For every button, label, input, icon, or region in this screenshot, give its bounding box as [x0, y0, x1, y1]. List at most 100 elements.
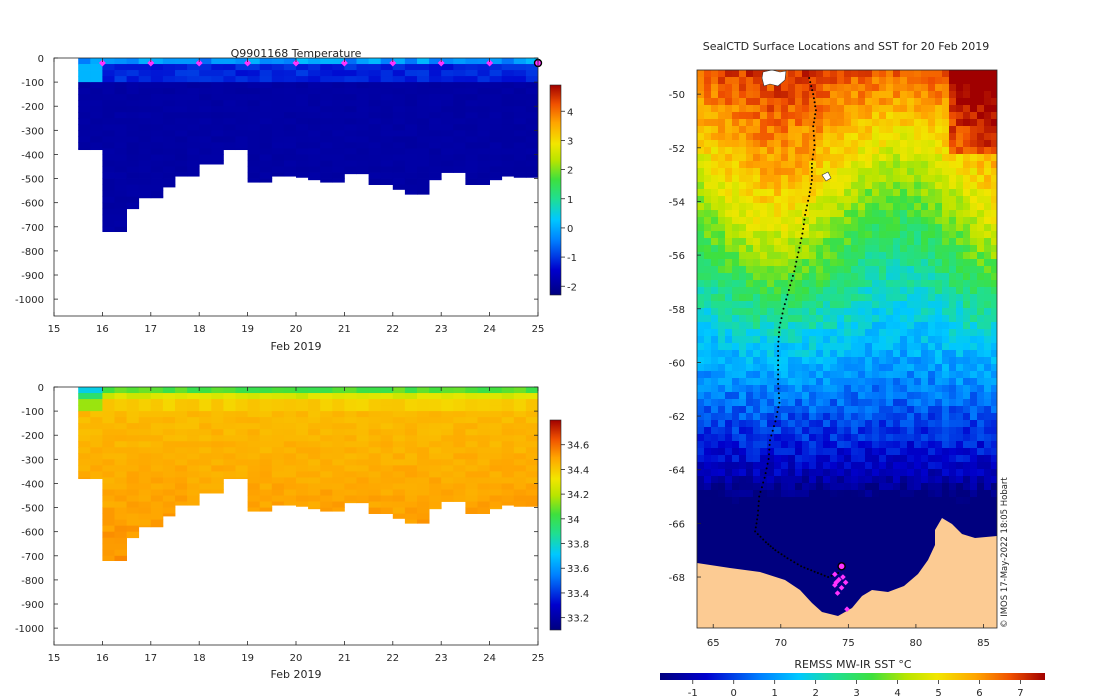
sst-cell — [788, 490, 796, 498]
profile-cell — [150, 429, 164, 436]
profile-cell — [175, 483, 188, 490]
profile-cell — [513, 154, 527, 161]
sst-cell — [844, 504, 852, 512]
profile-cell — [223, 136, 236, 143]
sst-cell — [816, 392, 824, 400]
profile-cell — [562, 411, 575, 417]
profile-cell — [417, 471, 430, 478]
sst-cell — [767, 483, 775, 491]
sst-cell — [956, 497, 964, 505]
profile-cell — [574, 417, 587, 423]
profile-cell — [126, 118, 140, 125]
sst-cell — [760, 455, 768, 463]
profile-cell — [429, 160, 442, 167]
sst-cell — [781, 462, 789, 470]
profile-cell — [404, 417, 418, 424]
sst-cell — [823, 343, 831, 351]
profile-cell — [332, 142, 345, 149]
sst-cell — [984, 476, 992, 484]
profile-cell — [283, 82, 297, 89]
profile-cell — [599, 70, 612, 76]
sst-cell — [893, 357, 901, 365]
profile-cell — [332, 483, 345, 490]
sst-cell — [977, 133, 985, 141]
sst-cell — [739, 161, 747, 169]
profile-cell — [513, 142, 527, 149]
sst-cell — [886, 175, 894, 183]
sst-cell — [956, 329, 964, 337]
sst-cell — [802, 119, 810, 127]
profile-cell — [611, 58, 624, 64]
sst-cell — [809, 189, 817, 197]
profile-cell — [211, 471, 224, 478]
sst-cell — [907, 371, 915, 379]
profile-cell — [525, 142, 538, 149]
sst-cell — [865, 252, 873, 260]
profile-cell — [114, 148, 127, 155]
sst-cell — [991, 399, 997, 407]
profile-cell — [356, 453, 369, 460]
sst-cell — [858, 161, 866, 169]
sst-cell — [886, 231, 894, 239]
sst-cell — [760, 182, 768, 190]
profile-cell — [453, 100, 466, 107]
profile-cell — [574, 411, 587, 417]
profile-cell — [671, 447, 684, 453]
sst-cell — [921, 210, 929, 218]
profile-cell — [550, 387, 563, 393]
sst-cell — [928, 427, 936, 435]
sst-cell — [991, 105, 997, 113]
profile-cell — [623, 441, 636, 447]
sst-cell — [970, 105, 978, 113]
profile-cell — [586, 399, 599, 405]
sst-cell — [886, 259, 894, 267]
sst-cell — [711, 483, 719, 491]
profile-cell — [126, 417, 140, 424]
sst-cell — [907, 462, 915, 470]
sst-cell — [711, 196, 719, 204]
sst-cell — [921, 315, 929, 323]
profile-cell — [162, 465, 176, 472]
sst-cell — [816, 385, 824, 393]
sst-cell — [739, 427, 747, 435]
profile-cell — [320, 483, 333, 490]
profile-cell — [368, 160, 382, 167]
profile-cell — [283, 441, 297, 448]
sst-cell — [893, 105, 901, 113]
profile-cell — [453, 495, 466, 502]
sst-cell — [984, 266, 992, 274]
sst-cell — [879, 350, 887, 358]
sst-cell — [746, 497, 754, 505]
sst-cell — [732, 357, 740, 365]
profile-cell — [90, 417, 103, 424]
sst-cell — [837, 504, 845, 512]
sst-cell — [830, 420, 838, 428]
sst-cell — [844, 112, 852, 120]
profile-cell — [417, 507, 430, 514]
profile-cell — [635, 441, 648, 447]
sst-cell — [823, 350, 831, 358]
profile-cell — [635, 88, 648, 94]
sst-cell — [739, 504, 747, 512]
sst-cell — [928, 210, 936, 218]
profile-cell — [259, 495, 273, 502]
profile-cell — [320, 405, 333, 412]
profile-cell — [247, 154, 261, 161]
sst-cell — [991, 350, 997, 358]
profile-cell — [308, 160, 321, 167]
profile-cell — [199, 160, 212, 165]
profile-cell — [538, 411, 551, 417]
sst-cell — [816, 350, 824, 358]
profile-cell — [611, 136, 624, 142]
profile-cell — [623, 387, 636, 393]
sst-cell — [809, 504, 817, 512]
sst-cell — [781, 413, 789, 421]
sst-cell — [935, 224, 943, 232]
profile-cell — [465, 88, 478, 95]
sst-cell — [788, 511, 796, 519]
sst-cell — [711, 231, 719, 239]
sst-cell — [837, 175, 845, 183]
profile-cell — [635, 459, 648, 465]
sst-cell — [907, 357, 915, 365]
sst-cell — [802, 511, 810, 519]
